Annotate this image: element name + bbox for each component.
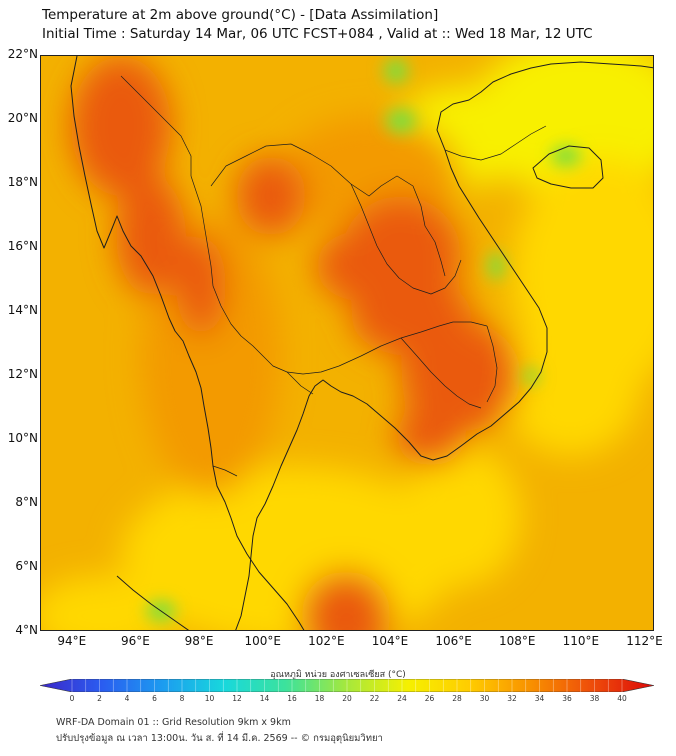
- lon-label: 102°E: [308, 634, 345, 648]
- colorbar-tick: 38: [589, 694, 600, 703]
- lon-label: 100°E: [244, 634, 281, 648]
- colorbar-tick: 32: [507, 694, 517, 703]
- lat-label: 6°N: [15, 559, 38, 573]
- lat-label: 4°N: [15, 623, 38, 637]
- coastlines-and-borders: [70, 56, 653, 630]
- colorbar-tick: 8: [179, 694, 185, 703]
- colorbar-tick: 26: [424, 694, 435, 703]
- colorbar-tick: 6: [152, 694, 157, 703]
- temperature-fields: [41, 56, 653, 630]
- colorbar-tick: 28: [452, 694, 462, 703]
- lon-label: 108°E: [498, 634, 536, 648]
- lon-label: 96°E: [121, 634, 150, 648]
- colorbar-tick: 10: [204, 694, 215, 703]
- lat-label: 14°N: [7, 303, 38, 317]
- lat-label: 8°N: [15, 495, 38, 509]
- lon-label: 98°E: [184, 634, 214, 648]
- lat-label: 10°N: [7, 431, 38, 445]
- colorbar-tick: 22: [369, 694, 380, 703]
- lat-label: 18°N: [7, 175, 38, 189]
- temperature-map[interactable]: [41, 56, 654, 631]
- update-info: ปรับปรุงข้อมูล ณ เวลา 13:00น. วัน ส. ที่…: [56, 733, 383, 744]
- colorbar-tick: 2: [97, 694, 102, 703]
- colorbar-tick: 24: [397, 694, 407, 703]
- map-panel[interactable]: [40, 55, 654, 631]
- lon-label: 112°E: [626, 634, 663, 648]
- cool-spots: [146, 59, 581, 621]
- lon-label: 104°E: [371, 634, 409, 648]
- colorbar-tick: 30: [479, 694, 490, 703]
- lat-label: 22°N: [7, 47, 38, 61]
- colorbar-tick: 36: [562, 694, 572, 703]
- map-title: Temperature at 2m above ground(°C) - [Da…: [42, 7, 439, 23]
- map-subtitle: Initial Time : Saturday 14 Mar, 06 UTC F…: [42, 26, 593, 42]
- model-info: WRF-DA Domain 01 :: Grid Resolution 9km …: [56, 717, 291, 728]
- lat-label: 16°N: [7, 239, 38, 253]
- colorbar-tick: 34: [534, 694, 545, 703]
- temperature-colorbar: [40, 679, 654, 692]
- colorbar-title: อุณหภูมิ หน่วย องศาเซลเซียส (°C): [270, 670, 406, 680]
- lon-label: 94°E: [57, 634, 87, 648]
- colorbar-tick: 20: [342, 694, 352, 703]
- lat-label: 12°N: [7, 367, 38, 381]
- colorbar-tick: 0: [69, 694, 75, 703]
- colorbar-tick: 4: [124, 694, 130, 703]
- colorbar-tick: 16: [287, 694, 297, 703]
- colorbar-tick: 18: [314, 694, 325, 703]
- lon-label: 110°E: [562, 634, 600, 648]
- lon-label: 106°E: [435, 634, 472, 648]
- colorbar-tick: 40: [617, 694, 627, 703]
- colorbar-tick: 12: [232, 694, 242, 703]
- lat-label: 20°N: [7, 111, 38, 125]
- colorbar-tick: 14: [259, 694, 270, 703]
